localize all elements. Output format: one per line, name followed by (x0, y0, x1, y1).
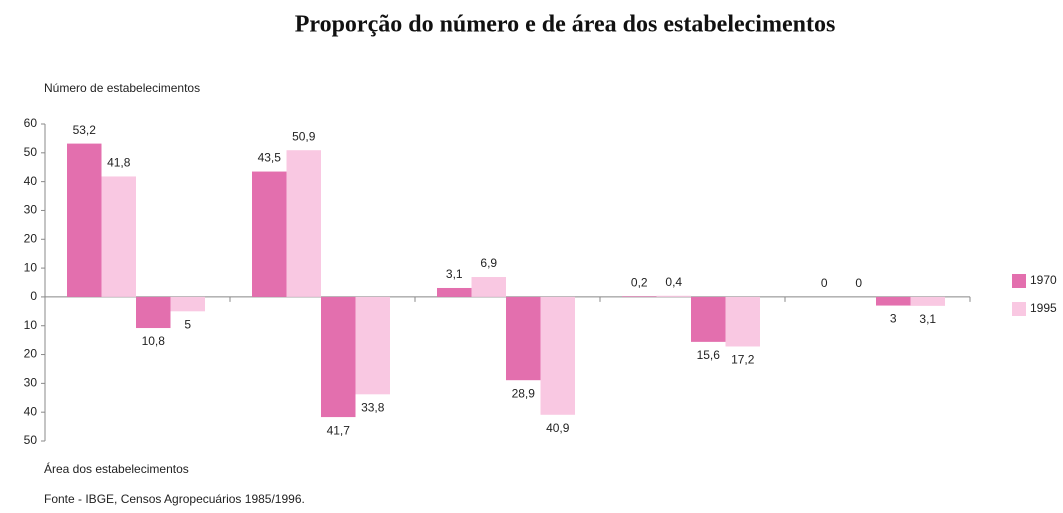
y-tick-label: 0 (30, 289, 37, 303)
y-tick-label: 20 (24, 231, 38, 245)
bar (471, 277, 506, 297)
bar (101, 176, 136, 297)
data-label: 0,4 (665, 275, 682, 289)
y-tick-label: 10 (24, 318, 38, 332)
data-label: 3,1 (919, 312, 936, 326)
data-label: 28,9 (512, 386, 536, 400)
bar (67, 143, 102, 297)
y-tick-label: 50 (24, 433, 38, 447)
data-label: 41,7 (327, 423, 351, 437)
data-label: 15,6 (697, 348, 721, 362)
bar (321, 296, 356, 418)
x-axis-label: Área dos estabelecimentos (44, 461, 189, 476)
bar (622, 296, 657, 297)
bar (170, 296, 205, 312)
bar (286, 150, 321, 297)
data-label: 0 (821, 276, 828, 290)
data-label: 6,9 (480, 256, 497, 270)
legend-label: 1970 (1030, 273, 1057, 287)
bar (506, 296, 541, 381)
bar (910, 296, 945, 306)
data-label: 40,9 (546, 421, 570, 435)
y-tick-label: 10 (24, 260, 38, 274)
data-label: 43,5 (258, 151, 282, 165)
chart-title: Proporção do número e de área dos estabe… (295, 12, 836, 38)
bar (540, 296, 575, 415)
legend-label: 1995 (1030, 301, 1057, 315)
y-tick-label: 50 (24, 145, 38, 159)
bar (355, 296, 390, 395)
source-note: Fonte - IBGE, Censos Agropecuários 1985/… (44, 492, 305, 506)
data-label: 50,9 (292, 129, 316, 143)
bar (437, 287, 472, 297)
legend-swatch (1012, 302, 1026, 316)
bar (725, 296, 760, 347)
y-tick-label: 30 (24, 203, 38, 217)
y-tick-label: 60 (24, 116, 38, 130)
y-tick-label: 40 (24, 404, 38, 418)
legend-swatch (1012, 274, 1026, 288)
bar (136, 296, 171, 329)
data-label: 3 (890, 312, 897, 326)
bar (876, 296, 911, 306)
data-label: 41,8 (107, 156, 131, 170)
bar (252, 171, 287, 297)
data-label: 53,2 (73, 123, 97, 137)
bar (656, 295, 691, 297)
y-tick-label: 30 (24, 376, 38, 390)
data-label: 0 (855, 276, 862, 290)
data-label: 3,1 (446, 267, 463, 281)
data-label: 5 (184, 317, 191, 331)
data-label: 17,2 (731, 353, 755, 367)
data-label: 10,8 (142, 334, 166, 348)
data-label: 0,2 (631, 276, 648, 290)
y-tick-label: 40 (24, 174, 38, 188)
y-axis-label: Número de estabelecimentos (44, 81, 200, 95)
bar (691, 296, 726, 342)
data-label: 33,8 (361, 400, 385, 414)
y-tick-label: 20 (24, 347, 38, 361)
